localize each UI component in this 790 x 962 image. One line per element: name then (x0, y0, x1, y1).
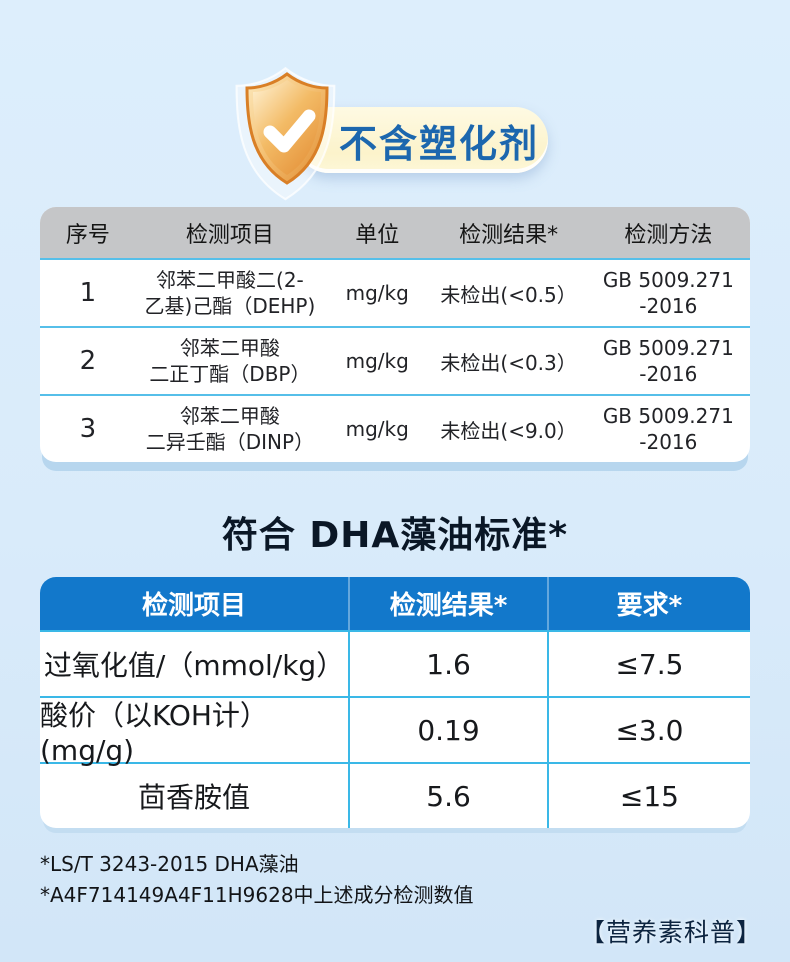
cell-item-line2: 二异壬酯（DINP） (145, 430, 315, 454)
cell-method-line1: GB 5009.271 (602, 268, 734, 292)
footnotes: *LS/T 3243-2015 DHA藻油 *A4F714149A4F11H96… (40, 849, 474, 911)
cell-item: 酸价（以KOH计）(mg/g) (40, 698, 268, 767)
cell-unit: mg/kg (345, 417, 409, 441)
cell-method-line2: -2016 (639, 362, 698, 386)
table-row: 3 邻苯二甲酸 二异壬酯（DINP） mg/kg 未检出(<9.0） GB 50… (40, 394, 750, 462)
dha-standard-table: 检测项目 检测结果* 要求* 过氧化值/（mmol/kg） 1.6 ≤7.5 酸… (40, 577, 750, 828)
footnote-batch: *A4F714149A4F11H9628中上述成分检测数值 (40, 883, 474, 907)
dha-table-header: 检测项目 检测结果* 要求* (40, 577, 750, 630)
column-header-no: 序号 (65, 222, 110, 248)
cell-item-line1: 邻苯二甲酸二(2- (156, 268, 304, 292)
plasticizer-table-header: 序号 检测项目 单位 检测结果* 检测方法 (40, 207, 750, 258)
column-header-item: 检测项目 (142, 591, 247, 621)
cell-item: 茴香胺值 (138, 781, 251, 814)
cell-item: 邻苯二甲酸 二正丁酯（DBP） (136, 335, 324, 387)
cell-method: GB 5009.271 -2016 (587, 335, 750, 387)
column-header-item: 检测项目 (185, 222, 274, 248)
cell-result: 1.6 (348, 632, 547, 696)
table-row: 酸价（以KOH计）(mg/g) 0.19 ≤3.0 (40, 696, 750, 767)
cell-method-line1: GB 5009.271 (602, 404, 734, 428)
footnote-standard: *LS/T 3243-2015 DHA藻油 (40, 852, 299, 876)
table-row: 2 邻苯二甲酸 二正丁酯（DBP） mg/kg 未检出(<0.3） GB 500… (40, 326, 750, 394)
no-plasticizer-badge: 不含塑化剂 (0, 0, 790, 210)
column-header-method: 检测方法 (624, 222, 713, 248)
cell-result: 0.19 (348, 698, 547, 762)
cell-no: 2 (79, 346, 97, 376)
cell-method-line2: -2016 (639, 430, 698, 454)
cell-result: 未检出(<9.0） (440, 418, 577, 443)
cell-method-line2: -2016 (639, 294, 698, 318)
table-row: 过氧化值/（mmol/kg） 1.6 ≤7.5 (40, 630, 750, 696)
badge-pill: 不含塑化剂 (296, 107, 548, 173)
cell-item: 邻苯二甲酸 二异壬酯（DINP） (136, 403, 324, 455)
cell-result: 未检出(<0.5） (440, 282, 577, 307)
cell-item-line2: 乙基)己酯（DEHP) (144, 294, 316, 318)
cell-item-line2: 二正丁酯（DBP） (149, 362, 311, 386)
table-row: 茴香胺值 5.6 ≤15 (40, 762, 750, 828)
nutrient-science-label: 【营养素科普】 (579, 918, 762, 947)
badge-label: 不含塑化剂 (338, 121, 539, 166)
column-header-result: 检测结果* (348, 577, 547, 630)
cell-no: 3 (79, 414, 97, 444)
cell-unit: mg/kg (345, 349, 409, 373)
table-row: 1 邻苯二甲酸二(2- 乙基)己酯（DEHP) mg/kg 未检出(<0.5） … (40, 258, 750, 326)
cell-method: GB 5009.271 -2016 (587, 267, 750, 319)
cell-method: GB 5009.271 -2016 (587, 403, 750, 455)
cell-item-line1: 邻苯二甲酸 (179, 336, 280, 360)
cell-no: 1 (79, 278, 97, 308)
column-header-result: 检测结果* (459, 222, 559, 248)
cell-unit: mg/kg (345, 281, 409, 305)
plasticizer-test-table: 序号 检测项目 单位 检测结果* 检测方法 1 邻苯二甲酸二(2- 乙基)己酯（… (40, 207, 750, 462)
cell-requirement: ≤15 (546, 764, 750, 828)
column-header-unit: 单位 (355, 222, 400, 248)
dha-standard-title: 符合 DHA藻油标准* (221, 515, 569, 556)
cell-requirement: ≤7.5 (546, 632, 750, 696)
cell-method-line1: GB 5009.271 (602, 336, 734, 360)
cell-item: 邻苯二甲酸二(2- 乙基)己酯（DEHP) (136, 267, 324, 319)
cell-result: 5.6 (348, 764, 547, 828)
column-header-requirement: 要求* (546, 577, 750, 630)
cell-item-line1: 邻苯二甲酸 (179, 404, 280, 428)
shield-check-icon (235, 66, 336, 201)
cell-result: 未检出(<0.3） (440, 350, 577, 375)
cell-item: 过氧化值/（mmol/kg） (43, 649, 345, 682)
cell-requirement: ≤3.0 (546, 698, 750, 762)
